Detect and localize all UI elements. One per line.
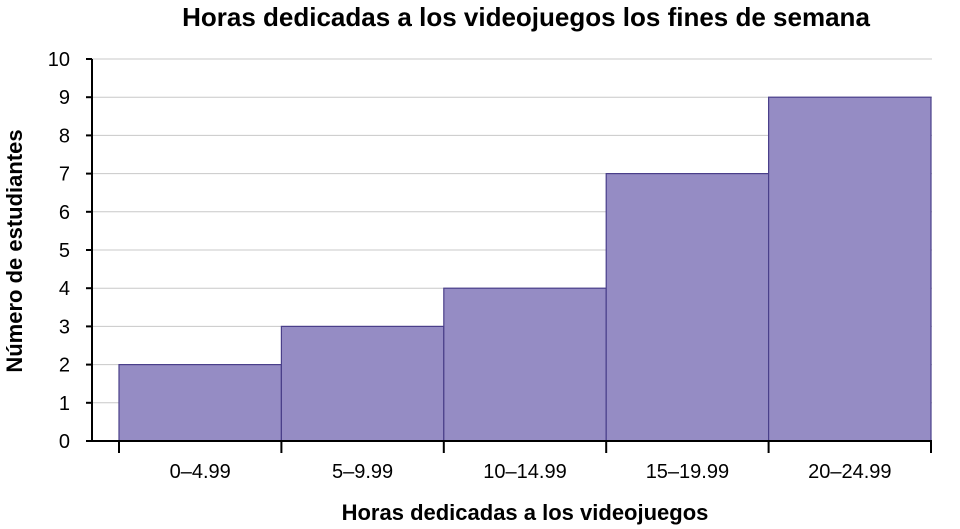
y-tick-label: 1: [59, 393, 70, 415]
y-tick-label: 9: [59, 87, 70, 109]
x-tick-label: 20–24.99: [808, 461, 891, 483]
bar-0–4.99: [118, 364, 282, 442]
bars: [118, 96, 932, 442]
x-tick-label: 5–9.99: [332, 461, 393, 483]
x-axis-label: Horas dedicadas a los videojuegos: [342, 500, 709, 525]
y-axis-label: Número de estudiantes: [2, 129, 27, 372]
y-tick-label: 0: [59, 431, 70, 453]
axes: [86, 58, 932, 453]
y-tick-label: 3: [59, 316, 70, 338]
y-tick-label: 2: [59, 355, 70, 377]
bar-20–24.99: [767, 96, 932, 442]
y-tick-label: 6: [59, 202, 70, 224]
bar-15–19.99: [605, 173, 770, 442]
y-tick-label: 8: [59, 125, 70, 147]
x-tick-label: 0–4.99: [170, 461, 231, 483]
y-tick-label: 7: [59, 164, 70, 186]
y-tick-label: 10: [48, 49, 70, 71]
y-tick-label: 4: [59, 278, 70, 300]
bar-10–14.99: [443, 287, 607, 442]
bar-5–9.99: [280, 325, 445, 442]
x-tick-labels: 0–4.99 5–9.99 10–14.99 15–19.99 20–24.99: [170, 461, 892, 483]
chart-title: Horas dedicadas a los videojuegos los fi…: [182, 2, 870, 32]
y-tick-labels: 0 1 2 3 4 5 6 7 8 9 10: [48, 49, 70, 453]
y-tick-label: 5: [59, 240, 70, 262]
x-tick-label: 15–19.99: [646, 461, 729, 483]
x-tick-label: 10–14.99: [483, 461, 566, 483]
